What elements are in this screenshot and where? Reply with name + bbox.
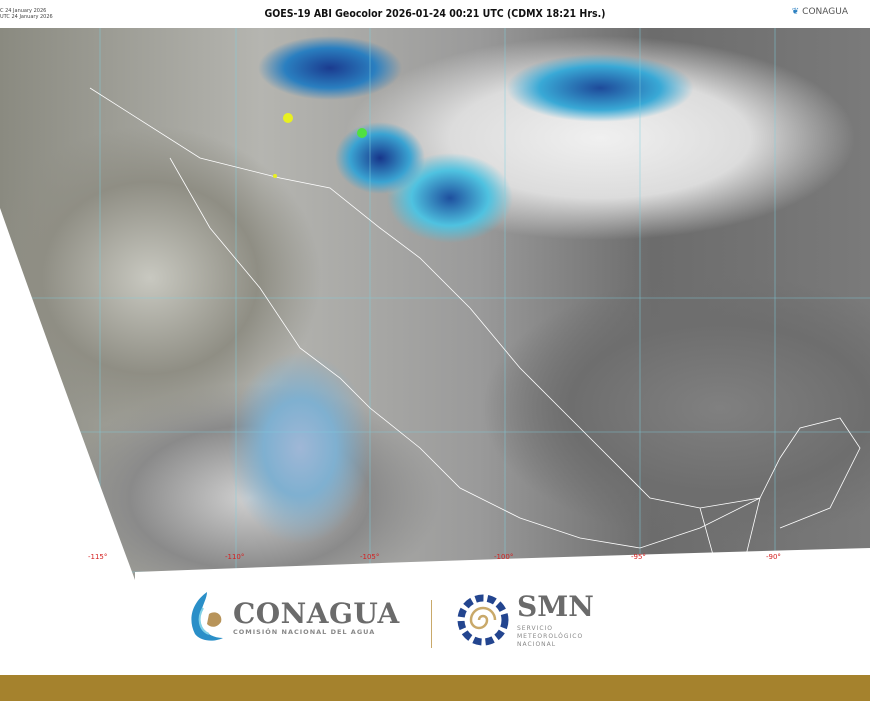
longitude-label: -95° [631, 553, 646, 561]
no-data-region [135, 548, 870, 580]
conagua-emblem-icon [191, 592, 223, 641]
mexico-pacific-coast [169, 157, 761, 549]
smn-subtitle-line: NACIONAL [517, 641, 557, 648]
mexico-gulf-coast [469, 307, 861, 529]
timestamp: C 24 January 2026 UTC 24 January 2026 [0, 8, 53, 20]
footer-logos: CONAGUA COMISIÓN NACIONAL DEL AGUA SMN S… [0, 580, 870, 675]
longitude-label: -90° [766, 553, 781, 561]
no-data-region [0, 208, 135, 580]
longitude-label: -105° [360, 553, 380, 561]
precipitation-markers [273, 113, 367, 178]
smn-subtitle-line: SERVICIO [517, 625, 553, 632]
convective-cell [283, 113, 293, 123]
smn-emblem-icon [457, 594, 509, 645]
smn-logo: SMN SERVICIO METEOROLÓGICO NACIONAL [455, 590, 594, 649]
header: C 24 January 2026 UTC 24 January 2026 GO… [0, 0, 870, 28]
convective-cell [357, 128, 367, 138]
footer-band [0, 675, 870, 701]
map-overlay [0, 28, 870, 580]
timestamp-line: C 24 January 2026 [0, 8, 47, 14]
satellite-image: -115° -110° -105° -100° -95° -90° [0, 28, 870, 580]
country-borders [89, 87, 861, 580]
logo-divider [431, 600, 432, 648]
conagua-logo-icon: ❦ [791, 7, 800, 17]
grid-lines [0, 28, 870, 580]
longitude-label: -100° [494, 553, 514, 561]
smn-subtitle: SERVICIO METEOROLÓGICO NACIONAL [517, 625, 594, 649]
conagua-logo: CONAGUA COMISIÓN NACIONAL DEL AGUA [185, 588, 400, 644]
header-logo: ❦ CONAGUA [792, 7, 848, 17]
longitude-label: -115° [88, 553, 108, 561]
smn-name: SMN [517, 590, 594, 623]
image-title: GOES-19 ABI Geocolor 2026-01-24 00:21 UT… [264, 8, 606, 20]
header-logo-text: CONAGUA [802, 7, 848, 17]
smn-subtitle-line: METEOROLÓGICO [517, 633, 584, 640]
conagua-subtitle: COMISIÓN NACIONAL DEL AGUA [233, 627, 376, 636]
longitude-label: -110° [225, 553, 245, 561]
convective-cell [273, 174, 277, 178]
border-us-mexico [89, 87, 471, 309]
timestamp-line: UTC 24 January 2026 [0, 14, 53, 20]
conagua-name: CONAGUA [233, 596, 400, 630]
